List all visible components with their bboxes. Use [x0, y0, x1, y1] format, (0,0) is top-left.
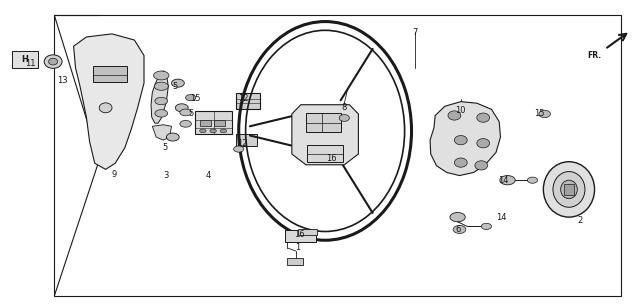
Ellipse shape [234, 146, 244, 152]
Ellipse shape [450, 213, 465, 222]
Ellipse shape [175, 104, 188, 112]
Polygon shape [152, 125, 172, 140]
Ellipse shape [154, 71, 169, 80]
Text: 2: 2 [577, 216, 582, 225]
Ellipse shape [49, 58, 58, 65]
Bar [93, 66, 127, 82]
Ellipse shape [220, 129, 227, 133]
Text: 9: 9 [111, 169, 116, 179]
Bar [214, 120, 225, 126]
Polygon shape [430, 102, 500, 176]
Ellipse shape [453, 225, 466, 233]
Bar [306, 113, 341, 132]
Ellipse shape [561, 180, 577, 199]
Text: 16: 16 [326, 154, 337, 163]
Ellipse shape [172, 79, 184, 87]
Text: 14: 14 [497, 213, 507, 222]
Bar [12, 51, 38, 68]
Bar [285, 230, 316, 242]
Bar [298, 229, 317, 235]
Text: 13: 13 [58, 75, 68, 85]
Text: 5: 5 [188, 109, 193, 119]
Polygon shape [292, 105, 358, 165]
Text: 5: 5 [172, 82, 177, 91]
Ellipse shape [339, 115, 349, 121]
Text: 15: 15 [534, 109, 544, 119]
Ellipse shape [448, 111, 461, 120]
Ellipse shape [200, 129, 206, 133]
Ellipse shape [155, 97, 168, 105]
Ellipse shape [539, 110, 550, 118]
Bar [195, 111, 232, 134]
Text: 7: 7 [412, 28, 417, 37]
Text: 12: 12 [237, 139, 247, 148]
Ellipse shape [180, 120, 191, 127]
Text: FR.: FR. [587, 51, 601, 60]
Text: 12: 12 [238, 94, 248, 103]
Ellipse shape [99, 103, 112, 113]
Ellipse shape [481, 223, 492, 229]
Ellipse shape [44, 55, 62, 68]
Text: 10: 10 [456, 106, 466, 116]
Ellipse shape [154, 82, 168, 90]
Text: 1: 1 [295, 243, 300, 253]
Polygon shape [74, 34, 144, 169]
Ellipse shape [543, 162, 595, 217]
Text: 11: 11 [26, 59, 36, 68]
Ellipse shape [180, 109, 191, 116]
Ellipse shape [186, 95, 196, 101]
Ellipse shape [454, 158, 467, 167]
Bar [564, 184, 574, 195]
Ellipse shape [475, 161, 488, 170]
Ellipse shape [166, 133, 179, 141]
Text: 3: 3 [164, 171, 169, 180]
Ellipse shape [454, 136, 467, 145]
Text: 6: 6 [455, 225, 460, 234]
Polygon shape [151, 71, 168, 123]
Bar [236, 93, 260, 109]
Bar [236, 134, 257, 146]
Ellipse shape [553, 172, 585, 207]
Text: 5: 5 [163, 143, 168, 152]
Text: 8: 8 [341, 103, 346, 112]
Text: H: H [22, 55, 28, 64]
Text: 4: 4 [205, 171, 211, 180]
Ellipse shape [500, 176, 515, 185]
Ellipse shape [477, 113, 490, 122]
Ellipse shape [477, 139, 490, 148]
Bar [200, 120, 211, 126]
Ellipse shape [527, 177, 538, 183]
Text: 14: 14 [499, 176, 509, 185]
Text: 16: 16 [294, 229, 305, 239]
Polygon shape [54, 15, 621, 296]
Ellipse shape [155, 110, 168, 117]
Bar [307, 145, 343, 162]
Bar [287, 258, 303, 265]
Text: 15: 15 [190, 94, 200, 103]
Ellipse shape [210, 129, 216, 133]
